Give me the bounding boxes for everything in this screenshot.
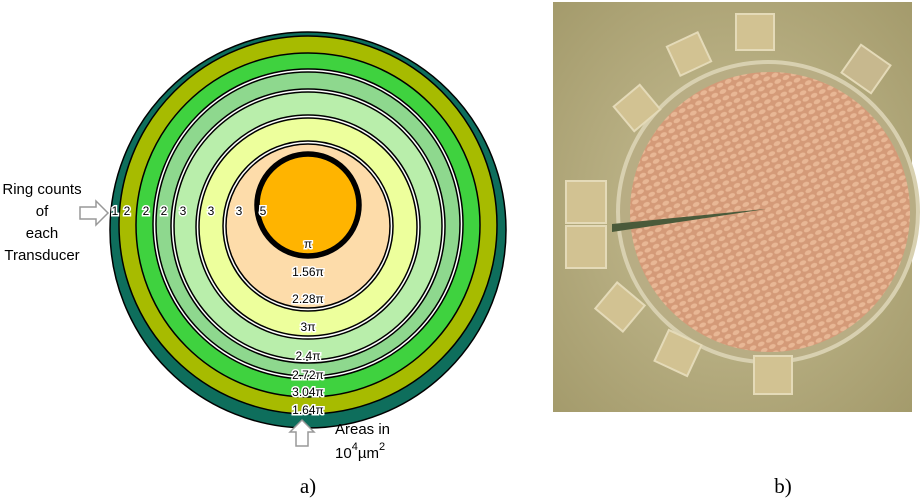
- figure: Ring counts of each Transducer 1 2 2 2 3…: [0, 0, 921, 502]
- ring-count: 2: [143, 204, 150, 218]
- ring-count: 3: [208, 204, 215, 218]
- ring-count: 3: [180, 204, 187, 218]
- caption: b): [774, 474, 792, 498]
- area-label: 2.28π: [292, 292, 324, 306]
- area-label: π: [304, 237, 312, 251]
- arrow: [80, 201, 108, 225]
- ring-count: 2: [124, 204, 131, 218]
- areas-unit: 104µm2: [335, 441, 385, 462]
- side-label: each: [26, 225, 59, 242]
- ring-count: 5: [260, 204, 267, 218]
- photo: [553, 2, 918, 412]
- area-label: 3π: [301, 320, 316, 334]
- unit-part: µm: [358, 445, 379, 462]
- caption: a): [300, 474, 316, 498]
- ring-count: 3: [236, 204, 243, 218]
- areas-label: Areas in: [335, 421, 390, 438]
- area-label: 3.04π: [292, 385, 324, 399]
- ring-count: 1: [112, 204, 119, 218]
- area-label: 1.64π: [292, 403, 324, 417]
- unit-part: 10: [335, 445, 352, 462]
- side-label: Transducer: [4, 247, 79, 264]
- area-label: 1.56π: [292, 265, 324, 279]
- ring-count: 2: [161, 204, 168, 218]
- side-label: Ring counts: [2, 181, 81, 198]
- unit-part: 2: [379, 441, 385, 453]
- area-label: 2.4π: [296, 349, 321, 363]
- area-label: 2.72π: [292, 368, 324, 382]
- side-label: of: [36, 203, 49, 220]
